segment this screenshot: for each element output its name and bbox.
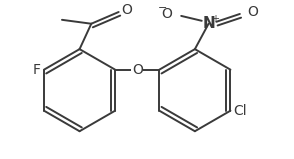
Text: O: O xyxy=(132,63,143,77)
Text: +: + xyxy=(211,14,219,24)
Text: N: N xyxy=(202,16,215,31)
Text: O: O xyxy=(161,7,172,21)
Text: O: O xyxy=(122,3,133,17)
Text: Cl: Cl xyxy=(233,104,247,118)
Text: F: F xyxy=(33,63,41,77)
Text: −: − xyxy=(158,3,167,13)
Text: O: O xyxy=(248,5,258,19)
